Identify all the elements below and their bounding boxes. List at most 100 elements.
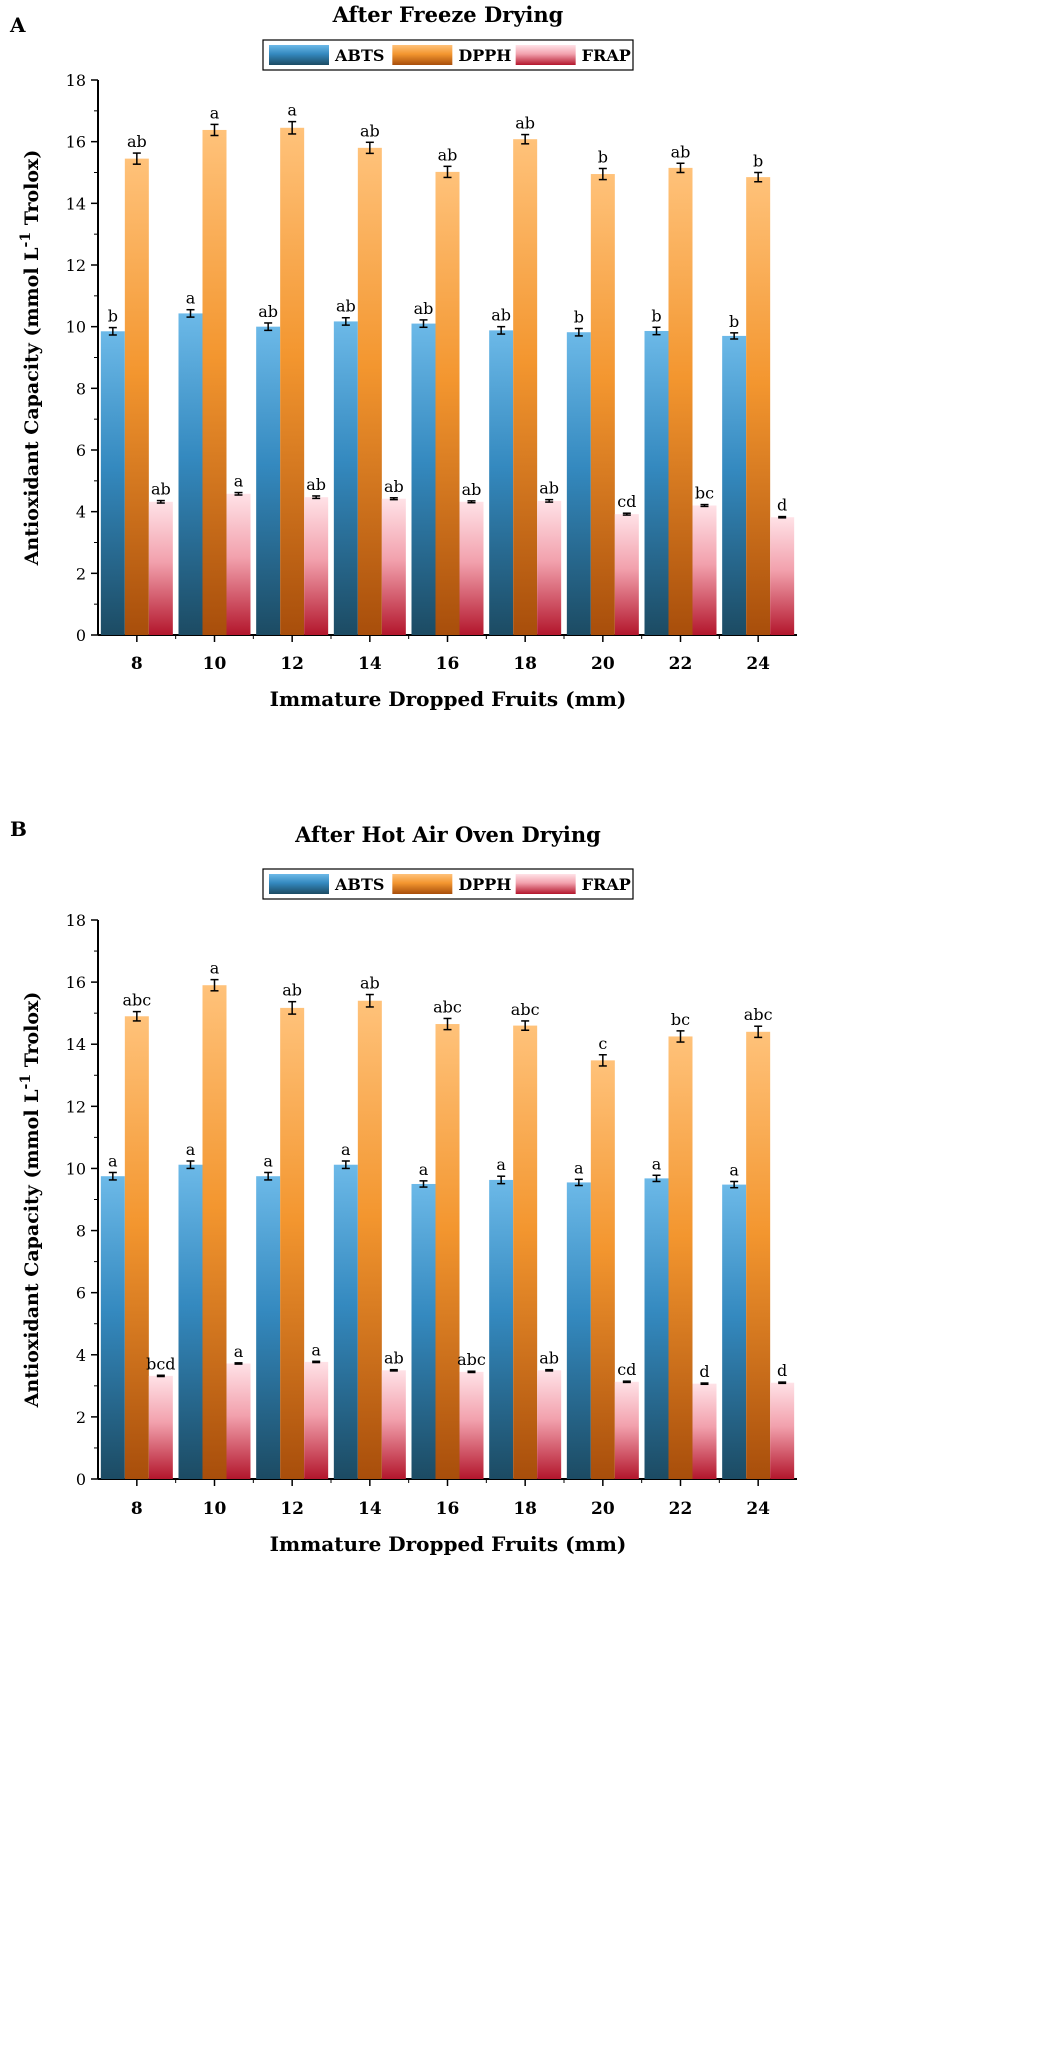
bar-abts — [333, 1164, 358, 1479]
bar-abts — [256, 326, 281, 635]
chart-title: After Hot Air Oven Drying — [294, 822, 601, 847]
error-bar — [210, 123, 219, 137]
error-bar — [341, 316, 350, 326]
error-bar — [389, 497, 398, 501]
error-bar — [132, 1010, 141, 1022]
error-bar — [754, 171, 763, 183]
error-bar — [443, 165, 452, 179]
error-bar — [365, 141, 374, 155]
error-bar — [574, 327, 583, 337]
significance-label: a — [263, 1151, 273, 1170]
bar-dpph — [435, 171, 460, 635]
significance-label: ab — [282, 981, 302, 1000]
legend-label-dpph: DPPH — [458, 46, 511, 65]
error-bar — [598, 167, 607, 181]
significance-label: ab — [360, 974, 380, 993]
error-bar — [186, 308, 195, 318]
bar-frap — [459, 1371, 484, 1479]
error-bar — [700, 503, 709, 508]
x-tick-label: 12 — [280, 1499, 304, 1519]
y-tick-label: 0 — [76, 1470, 86, 1489]
bar-frap — [148, 501, 173, 635]
significance-label: bc — [695, 484, 714, 503]
bar-dpph — [202, 129, 227, 635]
bar-frap — [381, 1370, 406, 1479]
error-bar — [264, 1171, 273, 1181]
bar-dpph — [357, 147, 382, 636]
legend: ABTS DPPH FRAP — [262, 868, 634, 900]
x-tick-label: 14 — [358, 1499, 382, 1519]
y-tick-label: 14 — [66, 194, 86, 213]
bar-abts — [178, 313, 203, 635]
legend-swatch-abts — [269, 874, 329, 894]
x-axis-title: Immature Dropped Fruits (mm) — [270, 1532, 627, 1556]
bar-dpph — [124, 158, 149, 635]
bar-frap — [692, 1383, 717, 1479]
bar-abts — [411, 323, 436, 635]
y-axis-title: Antioxidant Capacity (mmol L-1 Trolox) — [18, 150, 43, 567]
error-bar — [652, 1174, 661, 1183]
bar-abts — [566, 332, 591, 635]
bar-abts — [644, 330, 669, 635]
error-bar — [730, 1180, 739, 1189]
significance-label: b — [651, 306, 661, 325]
legend-label-frap: FRAP — [582, 875, 631, 894]
y-tick-label: 16 — [66, 973, 86, 992]
error-bar — [622, 512, 631, 516]
significance-label: a — [186, 1140, 196, 1159]
x-tick-label: 20 — [591, 654, 615, 674]
bar-dpph — [513, 139, 538, 635]
y-axis-title: Antioxidant Capacity (mmol L-1 Trolox) — [18, 992, 43, 1409]
y-tick-label: 0 — [76, 626, 86, 645]
significance-label: ab — [360, 121, 380, 140]
error-bar — [108, 326, 117, 336]
x-tick-label: 16 — [436, 654, 460, 674]
significance-label: ab — [539, 479, 559, 498]
x-tick-label: 24 — [746, 654, 770, 674]
error-bar — [288, 120, 297, 135]
bar-frap — [692, 505, 717, 635]
bar-dpph — [590, 1060, 615, 1479]
significance-label: bcd — [146, 1354, 175, 1373]
significance-label: b — [729, 312, 739, 331]
error-bar — [186, 1160, 195, 1170]
error-bar — [521, 133, 530, 145]
significance-label: bc — [671, 1010, 690, 1029]
bar-abts — [644, 1178, 669, 1479]
y-tick-label: 8 — [76, 1222, 86, 1241]
significance-label: ab — [151, 480, 171, 499]
significance-label: ab — [414, 299, 434, 318]
legend-swatch-dpph — [392, 45, 453, 65]
significance-label: c — [598, 1034, 607, 1053]
error-bar — [132, 152, 141, 165]
legend-label-abts: ABTS — [334, 875, 384, 894]
x-tick-label: 12 — [280, 654, 304, 674]
significance-label: cd — [617, 1360, 636, 1379]
significance-label: cd — [617, 492, 636, 511]
error-bar — [574, 1178, 583, 1187]
x-tick-label: 18 — [513, 1499, 537, 1519]
bar-frap — [226, 1363, 251, 1479]
bar-dpph — [280, 1007, 305, 1479]
bar-dpph — [280, 127, 305, 636]
error-bar — [312, 1360, 321, 1364]
significance-label: ab — [258, 302, 278, 321]
significance-label: ab — [384, 477, 404, 496]
y-axis-title-main: Antioxidant Capacity (mmol L — [21, 1089, 43, 1408]
bar-frap — [459, 501, 484, 635]
error-bar — [467, 500, 476, 504]
y-axis-title-main: Antioxidant Capacity (mmol L — [21, 247, 43, 566]
significance-label: ab — [491, 306, 511, 325]
bar-dpph — [513, 1025, 538, 1479]
bar-abts — [256, 1176, 281, 1479]
legend-swatch-dpph — [392, 874, 453, 894]
x-tick-label: 16 — [436, 1499, 460, 1519]
bar-frap — [614, 514, 639, 635]
legend-swatch-frap — [515, 874, 576, 894]
chart-title: After Freeze Drying — [332, 2, 564, 27]
y-tick-label: 18 — [66, 71, 86, 90]
bar-abts — [100, 331, 125, 635]
x-tick-label: 10 — [203, 1499, 227, 1519]
